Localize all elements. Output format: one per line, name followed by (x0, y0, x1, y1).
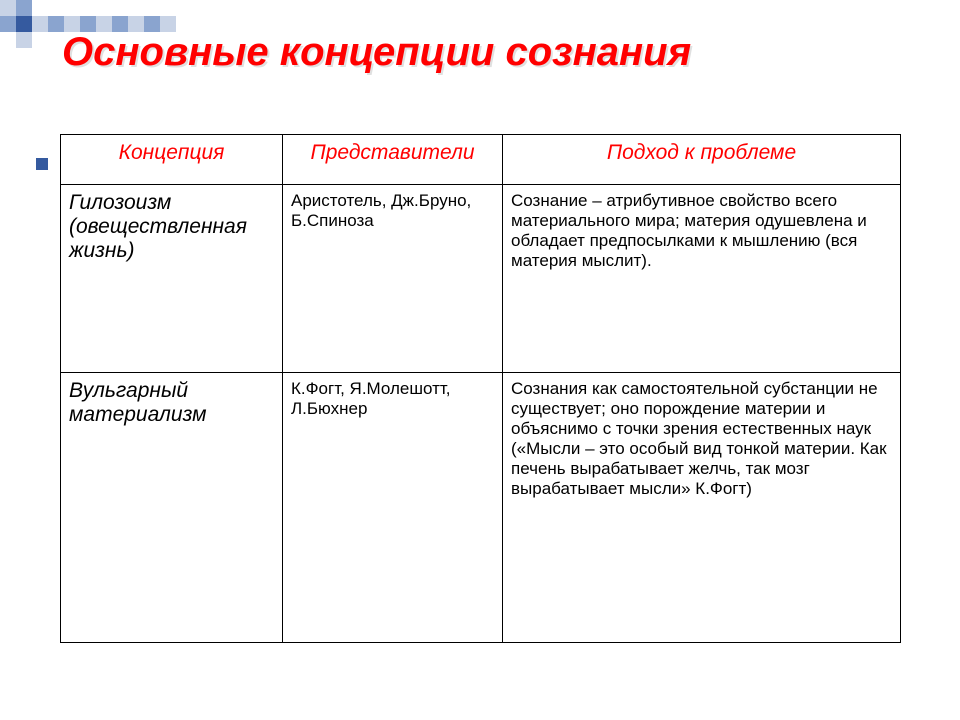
table-header-row: Концепция Представители Подход к проблем… (61, 135, 901, 185)
col-header-reps: Представители (283, 135, 503, 185)
cell-concept: Вульгарный материализм (61, 373, 283, 643)
page-title: Основные концепции сознания (62, 30, 691, 75)
concepts-table: Концепция Представители Подход к проблем… (60, 134, 901, 643)
cell-approach: Сознание – атрибутивное свойство всего м… (503, 185, 901, 373)
col-header-approach: Подход к проблеме (503, 135, 901, 185)
bullet-icon (36, 158, 48, 170)
cell-concept: Гилозоизм (овеществленная жизнь) (61, 185, 283, 373)
cell-reps: Аристотель, Дж.Бруно, Б.Спиноза (283, 185, 503, 373)
table-row: Гилозоизм (овеществленная жизнь) Аристот… (61, 185, 901, 373)
slide: Основные концепции сознания Концепция Пр… (0, 0, 960, 720)
cell-approach: Сознания как самостоятельной субстанции … (503, 373, 901, 643)
cell-reps: К.Фогт, Я.Молешотт, Л.Бюхнер (283, 373, 503, 643)
table-row: Вульгарный материализм К.Фогт, Я.Молешот… (61, 373, 901, 643)
col-header-concept: Концепция (61, 135, 283, 185)
